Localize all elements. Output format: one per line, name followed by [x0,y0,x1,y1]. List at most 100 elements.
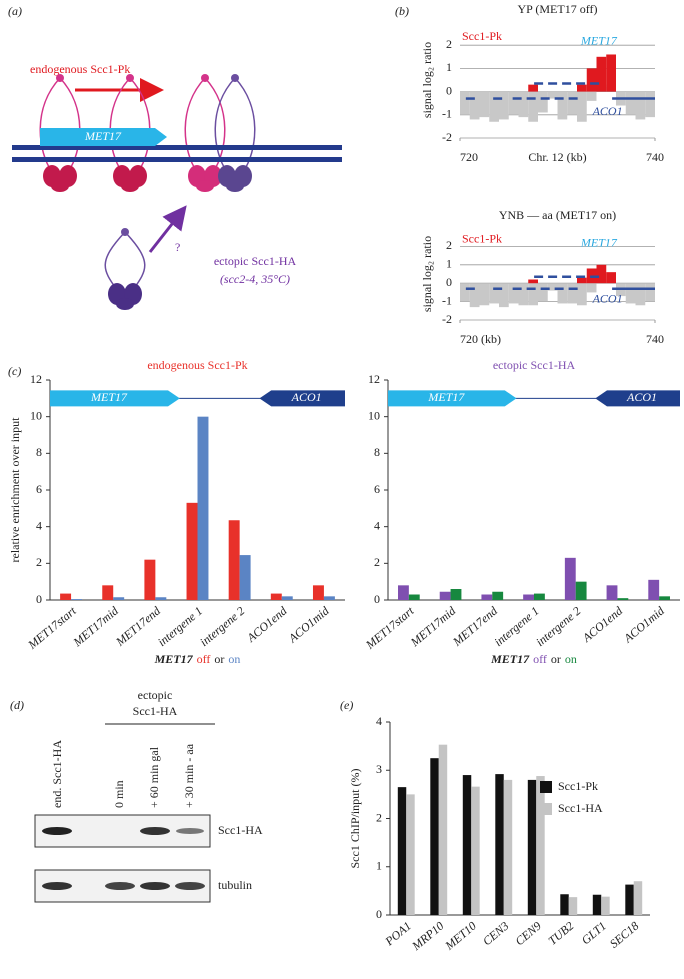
enrichment-bar [577,84,587,92]
x-tick-label: MET17end [112,603,163,649]
bar [228,520,240,600]
gene-label: ACO1 [626,390,657,404]
signal-bar [508,91,519,115]
bar [71,599,83,600]
panel-label: (c) [8,364,21,378]
lane-label: 0 min [112,780,126,808]
gene-label: ACO1 [592,292,623,306]
signal-bar [577,91,587,122]
x-tick-label: CEN3 [480,919,511,949]
gene-label: ACO1 [592,104,623,118]
x-tick-label: 720 (kb) [460,332,501,346]
gene-arrow [50,390,180,407]
x-tick-label: ACO1mid [620,603,667,646]
question: ? [175,240,180,254]
bar [659,596,670,600]
blot-header: ectopic [138,688,173,702]
signal-bar [635,91,646,120]
signal-bar [557,283,568,304]
y-tick-label: 8 [374,445,380,459]
bar [398,585,409,600]
panel-a: endogenous Scc1-Pk MET17 ? ectopic Scc1-… [12,62,342,310]
signal-bar [547,91,558,99]
ring-kleisin [51,180,69,192]
bar [323,596,335,600]
signal-bar [508,283,519,304]
signal-bar [557,91,568,120]
signal-bar [586,283,597,293]
row-label: Scc1-HA [218,823,263,837]
bar [492,591,504,600]
gene-label: ACO1 [291,390,322,404]
bar [592,894,602,915]
bar [601,896,610,915]
gene-arrow [40,128,167,146]
legend-label: on [565,652,577,666]
bar [438,744,448,915]
x-tick-label: intergene 1 [491,604,541,649]
x-tick-label: SEC18 [607,919,642,951]
y-tick-label: 10 [368,408,380,422]
y-tick-label: -1 [442,293,452,307]
y-axis-label: signal log₂ ratio [420,236,434,312]
bar [430,758,439,915]
ring [104,231,146,291]
ring-hinge [201,74,209,82]
x-tick-label: MET17start [362,603,417,652]
enrichment-bar [577,277,587,284]
signal-bar [528,91,538,122]
bar [60,593,72,600]
ring-hinge [121,228,129,236]
band [175,882,205,890]
enrichment-bar [596,56,607,92]
arrow [148,205,187,253]
bar [568,897,578,915]
signal-bar [469,283,480,308]
band [42,882,72,890]
x-tick-label: 740 [646,332,664,346]
signal-bar [479,91,490,118]
x-tick-label: MET17end [449,603,500,649]
signal-bar [538,283,548,302]
signal-bar [499,91,509,120]
lane-label: + 60 min gal [147,746,161,808]
ring-kleisin [226,180,244,192]
x-tick-label: MET17mid [70,603,122,650]
bar [481,594,493,600]
y-tick-label: 4 [376,714,382,728]
legend: MET17 off or on [490,652,577,666]
bar [270,593,282,600]
y-tick-label: 2 [374,555,380,569]
x-tick-label: intergene 1 [155,604,205,649]
bar [281,596,293,600]
legend-label: off [197,652,211,666]
ring [184,77,226,173]
ring-hinge [231,74,239,82]
x-tick-label: ACO1mid [285,603,332,646]
bar [536,776,545,915]
band [140,882,170,890]
dna [12,145,342,150]
signal-bar [635,283,646,306]
bar [397,787,407,915]
y-tick-label: 4 [374,518,380,532]
bar [197,416,209,600]
gene-label: MET17 [90,390,128,404]
gene-label: MET17 [580,235,618,249]
bar [471,786,480,915]
dna [12,157,342,162]
y-axis-label: relative enrichment over input [8,417,22,563]
enrichment-bar [528,84,538,92]
signal-bar [528,283,538,306]
enrichment-bar [596,264,607,284]
signal-bar [645,283,655,302]
x-tick-label: MET17start [25,603,80,652]
ectopic-label: ectopic Scc1-HA [214,254,297,268]
chart-title: YP (MET17 off) [518,2,598,16]
y-tick-label: 6 [36,482,42,496]
signal-bar [499,283,509,308]
signal-bar [586,91,597,101]
x-tick-label: GLT1 [579,919,609,948]
gene-label: MET17 [427,390,465,404]
y-tick-label: 8 [36,445,42,459]
